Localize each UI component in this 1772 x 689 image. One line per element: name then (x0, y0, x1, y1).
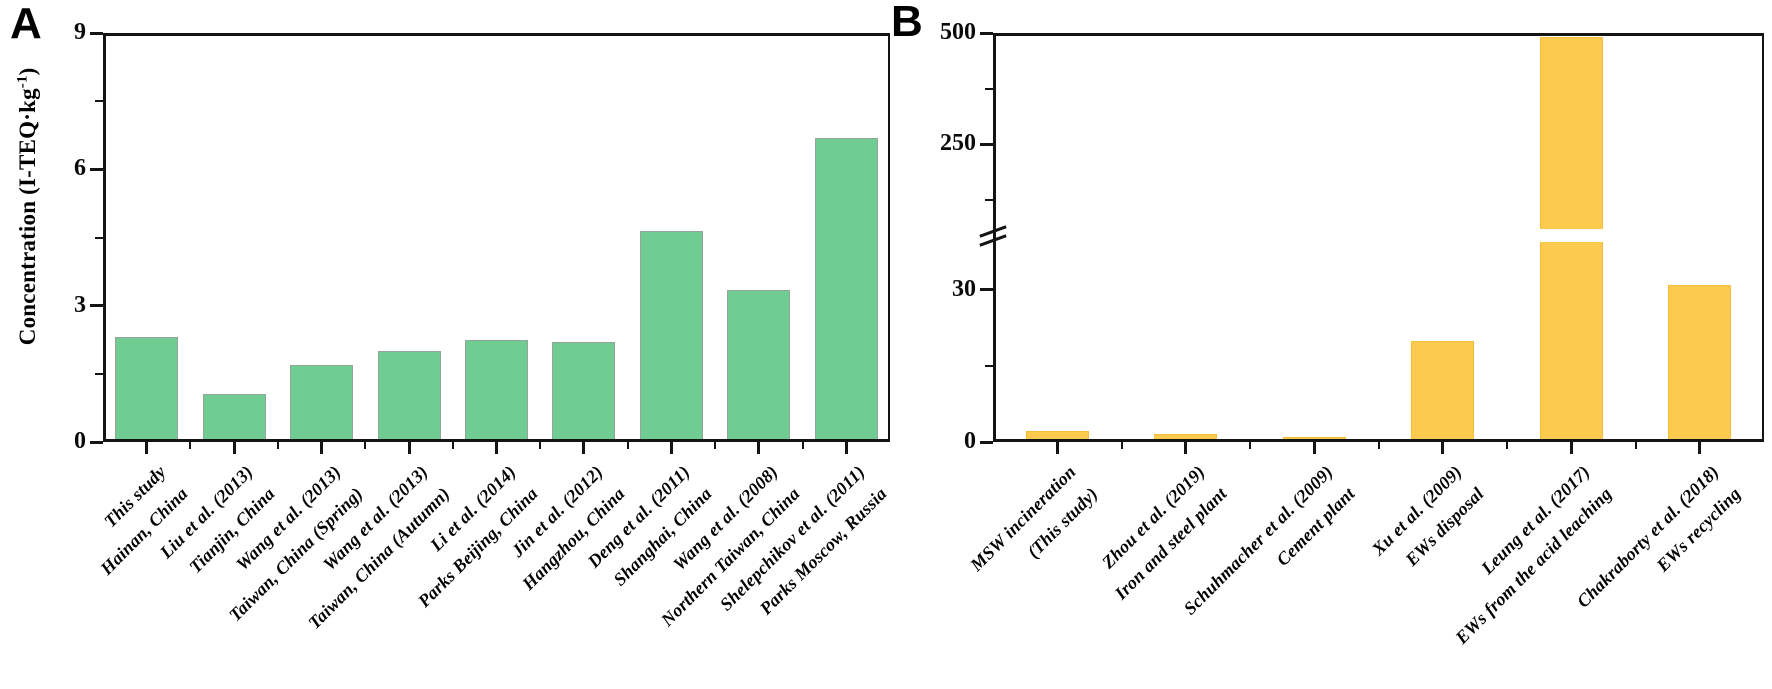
y-tick-label: 0 (964, 428, 976, 454)
bar-b-6 (1668, 285, 1732, 442)
y-tick-label: 9 (74, 19, 86, 45)
y-tick-label: 500 (940, 19, 976, 45)
y-axis-major-tick (90, 304, 103, 308)
x-axis-major-tick (1441, 442, 1445, 454)
y-axis-major-tick (90, 440, 103, 444)
bar-b-2 (1154, 434, 1218, 442)
x-axis-minor-tick (626, 442, 629, 449)
x-axis-major-tick (232, 442, 236, 454)
y-axis-major-tick (90, 31, 103, 35)
x-axis-major-tick (1055, 442, 1059, 454)
bar-a-6 (552, 342, 616, 442)
x-axis-minor-tick (276, 442, 279, 449)
y-axis-major-tick (980, 142, 993, 146)
x-axis-minor-tick (1120, 442, 1123, 449)
x-axis-minor-tick (1634, 442, 1637, 449)
x-axis-major-tick (407, 442, 411, 454)
x-axis-major-tick (1698, 442, 1702, 454)
y-axis-title-superscript: -1 (14, 74, 31, 88)
plot-box-b (993, 33, 1764, 442)
bar-a-7 (639, 231, 703, 442)
y-tick-label: 250 (940, 130, 976, 156)
panel-a-letter: A (10, 0, 42, 48)
y-axis-major-tick (980, 31, 993, 35)
y-tick-label: 3 (74, 291, 86, 318)
bar-a-4 (377, 351, 441, 442)
bar-a-9 (814, 138, 878, 442)
bar-a-2 (202, 394, 266, 442)
x-axis-major-tick (757, 442, 761, 454)
bar-a-8 (727, 290, 791, 442)
y-axis-minor-tick (95, 100, 103, 103)
y-axis-minor-tick (95, 372, 103, 375)
x-axis-major-tick (1184, 442, 1188, 454)
x-axis-major-tick (1569, 442, 1573, 454)
bar-axis-break-gap (1537, 229, 1605, 242)
y-tick-label: 30 (952, 275, 976, 302)
bar-a-5 (465, 340, 528, 442)
panel-b-letter: B (891, 0, 923, 46)
x-axis-minor-tick (1377, 442, 1380, 449)
x-axis-minor-tick (1506, 442, 1508, 449)
y-axis-minor-tick (985, 87, 993, 90)
x-axis-major-tick (320, 442, 324, 454)
x-axis-minor-tick (801, 442, 804, 449)
x-axis-major-tick (145, 442, 149, 454)
y-axis-title-suffix: ) (15, 67, 41, 75)
x-axis-minor-tick (364, 442, 367, 449)
x-axis-major-tick (582, 442, 586, 454)
y-axis-major-tick (980, 288, 993, 292)
bar-a-1 (115, 337, 179, 442)
bar-a-3 (290, 365, 354, 442)
bar-b-1 (1025, 431, 1089, 442)
x-axis-minor-tick (539, 442, 542, 449)
x-axis-minor-tick (451, 442, 454, 449)
y-tick-label: 0 (74, 428, 86, 454)
x-axis-major-tick (669, 442, 673, 454)
x-axis-minor-tick (1249, 442, 1251, 449)
x-axis-major-tick (495, 442, 498, 454)
x-axis-minor-tick (714, 442, 717, 449)
bar-b-4 (1411, 341, 1475, 442)
x-axis-major-tick (1312, 442, 1316, 454)
y-axis-minor-tick (95, 236, 103, 239)
y-axis-minor-tick (985, 364, 993, 367)
x-axis-major-tick (844, 442, 848, 454)
y-tick-label: 6 (74, 155, 86, 182)
y-axis-major-tick (90, 167, 103, 171)
x-axis-minor-tick (189, 442, 192, 449)
y-axis-major-tick (980, 440, 993, 444)
y-axis-title: Concentration (I-TEQ·kg-1) (0, 6, 56, 406)
y-axis-minor-tick (985, 198, 993, 201)
